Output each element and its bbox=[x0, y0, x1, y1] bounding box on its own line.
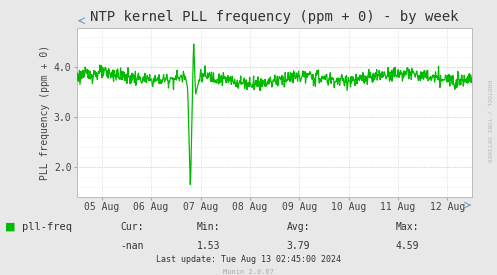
Text: Max:: Max: bbox=[396, 222, 419, 232]
Text: 1.53: 1.53 bbox=[197, 241, 221, 251]
Text: Cur:: Cur: bbox=[120, 222, 144, 232]
Text: 3.79: 3.79 bbox=[286, 241, 310, 251]
Text: 4.59: 4.59 bbox=[396, 241, 419, 251]
Text: RRDTOOL / TOBI OETIKER: RRDTOOL / TOBI OETIKER bbox=[486, 80, 491, 162]
Text: pll-freq: pll-freq bbox=[22, 222, 73, 232]
Y-axis label: PLL frequency (ppm + 0): PLL frequency (ppm + 0) bbox=[40, 45, 50, 180]
Text: Avg:: Avg: bbox=[286, 222, 310, 232]
Text: Last update: Tue Aug 13 02:45:00 2024: Last update: Tue Aug 13 02:45:00 2024 bbox=[156, 255, 341, 264]
Text: Min:: Min: bbox=[197, 222, 221, 232]
Text: Munin 2.0.67: Munin 2.0.67 bbox=[223, 269, 274, 275]
Title: NTP kernel PLL frequency (ppm + 0) - by week: NTP kernel PLL frequency (ppm + 0) - by … bbox=[90, 10, 459, 24]
Text: -nan: -nan bbox=[120, 241, 144, 251]
Text: ■: ■ bbox=[5, 222, 15, 232]
